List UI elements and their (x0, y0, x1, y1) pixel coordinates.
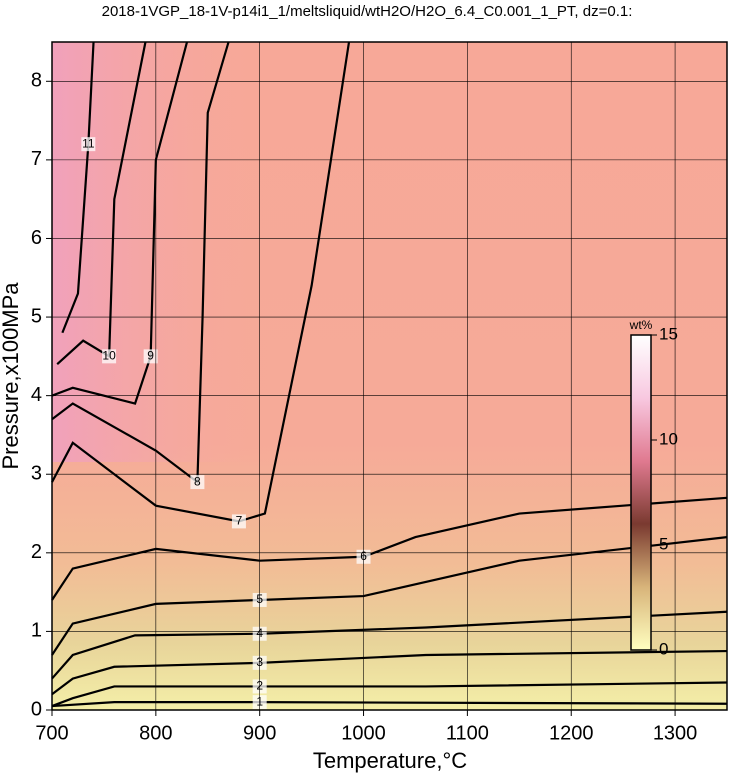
contour-line (51, 610, 728, 680)
contour-label: 10 (102, 349, 116, 363)
colorbar-tick-label: 15 (659, 324, 678, 343)
contour-line (51, 681, 728, 708)
contour-label: 7 (236, 514, 243, 528)
colorbar-tick-label: 5 (659, 534, 668, 553)
x-tick-label: 1300 (653, 722, 698, 744)
contour-line (51, 649, 728, 696)
x-axis-label: Temperature,°C (313, 748, 467, 773)
x-tick-label: 700 (35, 722, 68, 744)
colorbar-label: wt% (629, 318, 653, 332)
y-tick-label: 8 (31, 70, 42, 92)
x-tick-label: 800 (139, 722, 172, 744)
y-tick-label: 4 (31, 384, 42, 406)
plot-frame (51, 41, 728, 711)
colorbar (630, 334, 652, 651)
y-tick-label: 0 (31, 698, 42, 720)
contour-label: 9 (147, 349, 154, 363)
x-tick-label: 1200 (549, 722, 594, 744)
colorbar-tick-label: 10 (659, 429, 678, 448)
contour-label: 11 (82, 136, 95, 150)
y-axis-label: Pressure,x100MPa (0, 282, 23, 470)
colorbar-tick-label: 0 (659, 639, 668, 658)
y-tick-label: 5 (31, 305, 42, 327)
y-tick-label: 7 (31, 148, 42, 170)
x-tick-label: 1000 (341, 722, 386, 744)
x-tick-label: 900 (243, 722, 276, 744)
y-tick-label: 2 (31, 541, 42, 563)
contour-line (61, 41, 95, 334)
contour-label: 8 (194, 474, 201, 488)
plot-background-left (52, 42, 272, 462)
y-tick-label: 6 (31, 227, 42, 249)
x-tick-label: 1100 (446, 722, 489, 744)
y-tick-label: 1 (31, 620, 42, 642)
chart-title: 2018-1VGP_18-1V-p14i1_1/meltsliquid/wtH2… (102, 3, 633, 20)
y-tick-label: 3 (31, 463, 42, 485)
contour-line (51, 701, 728, 708)
contour-line (51, 41, 189, 405)
contour-line (51, 496, 728, 601)
